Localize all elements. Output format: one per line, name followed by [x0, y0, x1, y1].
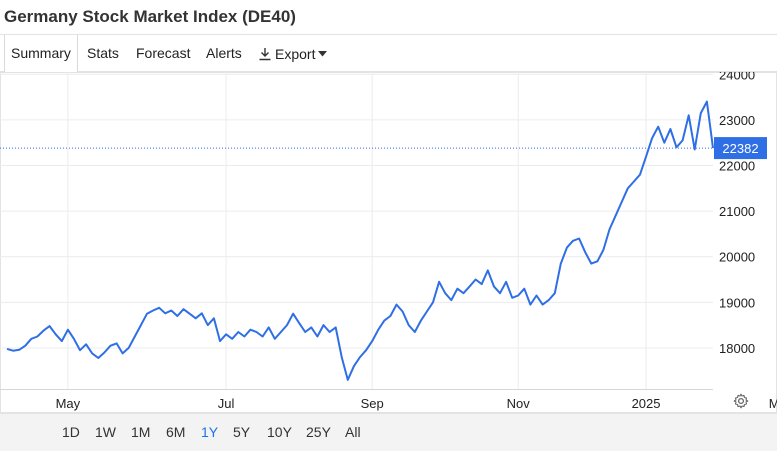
- x-tick-label: Sep: [361, 396, 384, 411]
- chart-frame: [0, 72, 777, 413]
- title-bar: Germany Stock Market Index (DE40): [0, 0, 777, 34]
- y-tick-label: 18000: [719, 341, 755, 356]
- y-tick-label: 20000: [719, 250, 755, 265]
- range-1y-button[interactable]: 1Y: [201, 424, 219, 440]
- tab-bar: Summary Stats Forecast Alerts Export: [0, 34, 777, 73]
- range-6m-button[interactable]: 6M: [166, 424, 186, 440]
- current-value-label: 22382: [722, 141, 758, 156]
- x-tick-label: Jul: [218, 396, 235, 411]
- y-tick-label: 19000: [719, 295, 755, 310]
- tab-summary[interactable]: Summary: [4, 35, 78, 73]
- caret-down-icon: [318, 50, 328, 56]
- y-tick-label: 22000: [719, 159, 755, 174]
- y-tick-label: 21000: [719, 204, 755, 219]
- range-1m-button[interactable]: 1M: [131, 424, 151, 440]
- range-1w-button[interactable]: 1W: [95, 424, 116, 440]
- range-1d-button[interactable]: 1D: [62, 424, 80, 440]
- x-tick-label: 2025: [632, 396, 661, 411]
- range-5y-button[interactable]: 5Y: [233, 424, 251, 440]
- page-title: Germany Stock Market Index (DE40): [4, 7, 296, 26]
- range-all-button[interactable]: All: [345, 424, 361, 440]
- range-selector: 1D 1W 1M 6M 1Y 5Y 10Y 25Y All: [0, 413, 777, 451]
- x-tick-label: Nov: [507, 396, 531, 411]
- y-tick-label: 24000: [719, 72, 755, 82]
- range-10y-button[interactable]: 10Y: [267, 424, 292, 440]
- tab-alerts[interactable]: Alerts: [206, 45, 242, 61]
- tab-export[interactable]: Export: [258, 35, 328, 72]
- gear-icon[interactable]: [733, 393, 749, 409]
- current-value-badge: [714, 137, 767, 160]
- x-tick-label: Mar: [769, 396, 777, 411]
- series-line: [6, 100, 714, 381]
- range-25y-button[interactable]: 25Y: [306, 424, 331, 440]
- export-label: Export: [275, 45, 316, 62]
- chart-area[interactable]: 18000 19000 20000 21000 22000 23000 24000 May Ju…: [0, 67, 777, 413]
- x-tick-label: May: [56, 396, 81, 411]
- tab-stats[interactable]: Stats: [87, 45, 119, 61]
- tab-forecast[interactable]: Forecast: [136, 45, 191, 61]
- y-tick-label: 23000: [719, 113, 755, 128]
- line-chart[interactable]: 18000 19000 20000 21000 22000 23000 24000 May Ju…: [0, 67, 777, 413]
- download-icon: [259, 47, 271, 60]
